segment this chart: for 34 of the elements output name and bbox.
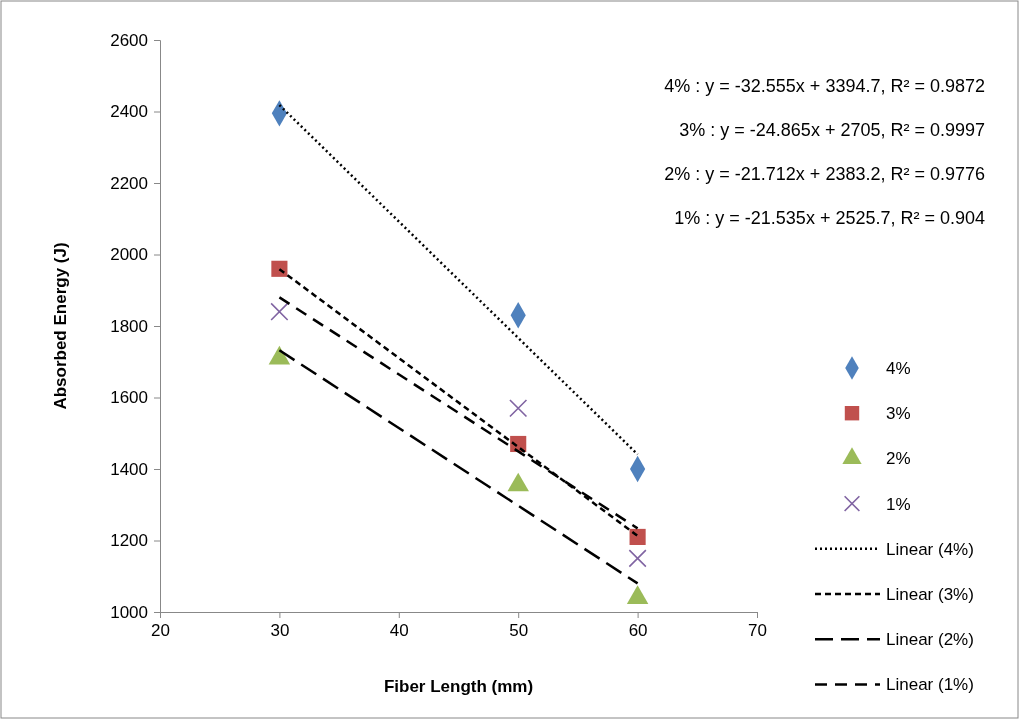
y-tick-label: 2600: [110, 30, 148, 50]
x-tick-label: 60: [628, 621, 648, 641]
x-tick-label: 50: [509, 621, 529, 641]
legend-label: Linear (3%): [886, 585, 974, 604]
y-axis-title: Absorbed Energy (J): [51, 242, 70, 410]
x-axis-title: Fiber Length (mm): [383, 677, 534, 696]
legend-label: 4%: [886, 359, 911, 378]
y-tick-label: 1000: [110, 602, 148, 622]
y-tick-label: 1600: [110, 388, 148, 408]
y-tick-label: 1200: [110, 531, 148, 551]
x-tick-label: 70: [748, 621, 767, 641]
x-tick-label: 40: [389, 621, 409, 641]
annotation: 4% : y = -32.555x + 3394.7, R² = 0.9872: [664, 76, 985, 96]
legend-label: Linear (4%): [886, 539, 974, 559]
x-tick-label: 20: [151, 621, 170, 641]
x-tick-label: 30: [270, 621, 290, 641]
legend-label: 1%: [886, 494, 911, 514]
y-tick-label: 1400: [110, 459, 148, 479]
y-tick-label: 2200: [110, 173, 148, 193]
point: [270, 302, 289, 321]
legend-label: Linear (1%): [886, 675, 974, 695]
legend-label: Linear (2%): [886, 630, 974, 650]
annotation: 2% : y = -21.712x + 2383.2, R² = 0.9776: [664, 164, 985, 184]
legend-label: 2%: [886, 449, 911, 469]
point: [509, 399, 528, 418]
legend-label: 3%: [886, 404, 911, 424]
y-tick-label: 1800: [110, 316, 148, 336]
annotation: 3% : y = -24.865x + 2705, R² = 0.9997: [679, 120, 985, 140]
point: [629, 528, 646, 545]
annotation: 1% : y = -21.535x + 2525.7, R² = 0.904: [674, 208, 985, 228]
y-tick-label: 2000: [110, 245, 148, 265]
y-tick-label: 2400: [110, 102, 148, 122]
point: [628, 549, 647, 568]
point: [271, 260, 288, 277]
